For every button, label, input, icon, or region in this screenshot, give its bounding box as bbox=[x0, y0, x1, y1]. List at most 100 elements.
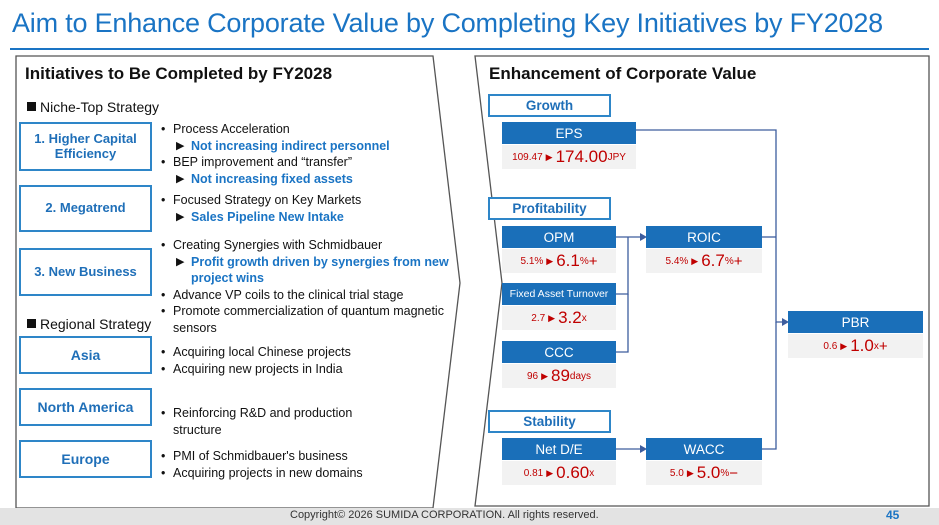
metric-unit: JPY bbox=[607, 151, 626, 163]
metric-from-value: 96 bbox=[526, 370, 539, 382]
sub-point: ▶ Sales Pipeline New Intake bbox=[159, 209, 361, 226]
metric-unit: % bbox=[724, 255, 734, 267]
metric-unit: x bbox=[589, 467, 595, 479]
metric-from-value: 5.4% bbox=[665, 255, 689, 267]
bullets-north-america: Reinforcing R&D and production structure bbox=[159, 405, 352, 438]
arrow-right-icon: ▶ bbox=[541, 370, 548, 381]
bullet-text: BEP improvement and “transfer” bbox=[173, 155, 353, 169]
metric-label: WACC bbox=[646, 438, 762, 460]
category-stability: Stability bbox=[488, 410, 611, 433]
bullet-text: Reinforcing R&D and production bbox=[173, 406, 353, 420]
arrow-right-icon: ▶ bbox=[546, 467, 554, 478]
metric-from-value: 0.81 bbox=[523, 467, 544, 479]
metric-value: 0.81 ▶ 0.60 x bbox=[502, 461, 616, 485]
arrow-right-icon: ▶ bbox=[840, 340, 848, 351]
metric-from-value: 5.1% bbox=[520, 255, 544, 267]
bullet-text: structure bbox=[173, 422, 222, 437]
bullet-item: Acquiring new projects in India bbox=[159, 361, 351, 378]
metric-from-value: 5.0 bbox=[669, 467, 684, 479]
metric-value: 0.6 ▶ 1.0 x + bbox=[788, 334, 923, 358]
initiative-box-capital-efficiency: 1. Higher Capital Efficiency bbox=[19, 122, 152, 171]
bullet-text: Process Acceleration bbox=[173, 122, 290, 136]
bullet-item: Reinforcing R&D and production bbox=[159, 405, 352, 422]
metric-label: EPS bbox=[502, 122, 636, 144]
sub-point-text: Sales Pipeline New Intake bbox=[191, 209, 344, 224]
connector-wacc-pbr bbox=[762, 322, 777, 450]
sub-point: ▶ Not increasing indirect personnel bbox=[159, 138, 390, 155]
arrowhead-wacc bbox=[640, 445, 647, 453]
triangle-right-icon: ▶ bbox=[176, 139, 185, 152]
metric-target-value: 1.0 bbox=[850, 336, 874, 355]
metric-unit: % bbox=[720, 467, 730, 479]
bullet-item: Creating Synergies with Schmidbauer bbox=[159, 237, 449, 254]
metric-label: ROIC bbox=[646, 226, 762, 248]
metric-value: 5.4% ▶ 6.7% + bbox=[646, 249, 762, 273]
bullet-continuation: structure bbox=[159, 422, 352, 439]
triangle-right-icon: ▶ bbox=[176, 172, 185, 185]
metric-target-value: 0.60 bbox=[556, 463, 590, 482]
category-profitability: Profitability bbox=[488, 197, 611, 220]
metric-from-value: 2.7 bbox=[531, 312, 546, 324]
niche-top-section: Niche-Top Strategy bbox=[27, 99, 159, 115]
metric-value: 5.1% ▶ 6.1% + bbox=[502, 249, 616, 273]
metric-from-value: 109.47 bbox=[512, 151, 543, 163]
bullet-text: Creating Synergies with Schmidbauer bbox=[173, 238, 383, 252]
bullets-asia: Acquiring local Chinese projects Acquirin… bbox=[159, 344, 351, 377]
square-bullet-icon bbox=[27, 319, 36, 328]
region-box-north-america: North America bbox=[19, 388, 152, 426]
sub-point: ▶ Profit growth driven by synergies from … bbox=[159, 254, 449, 271]
metric-unit: x bbox=[873, 340, 879, 352]
initiative-box-megatrend: 2. Megatrend bbox=[19, 185, 152, 232]
bullet-continuation: sensors bbox=[159, 320, 449, 337]
title-divider bbox=[10, 48, 929, 50]
metric-suffix: + bbox=[878, 337, 888, 355]
bullet-item: Acquiring projects in new domains bbox=[159, 465, 363, 482]
region-box-asia: Asia bbox=[19, 336, 152, 374]
bullet-text: Acquiring projects in new domains bbox=[173, 465, 363, 480]
bullet-item: PMI of Schmidbauer's business bbox=[159, 448, 363, 465]
metric-suffix: + bbox=[733, 252, 743, 270]
bullet-text: Acquiring new projects in India bbox=[173, 361, 343, 376]
arrow-right-icon: ▶ bbox=[548, 312, 556, 323]
bullet-item: Acquiring local Chinese projects bbox=[159, 344, 351, 361]
connector-ccc-roic bbox=[616, 294, 629, 353]
bullet-item: BEP improvement and “transfer” bbox=[159, 154, 390, 171]
connector-eps-pbr bbox=[636, 129, 784, 323]
bullets-megatrend: Focused Strategy on Key Markets ▶ Sales Pi… bbox=[159, 192, 361, 225]
sub-point: ▶ Not increasing fixed assets bbox=[159, 171, 390, 188]
left-heading: Initiatives to Be Completed by FY2028 bbox=[25, 64, 333, 83]
triangle-right-icon: ▶ bbox=[176, 210, 185, 223]
bullet-text: Acquiring local Chinese projects bbox=[173, 345, 351, 359]
arrow-right-icon: ▶ bbox=[686, 467, 694, 478]
metric-label: Fixed Asset Turnover bbox=[502, 283, 616, 305]
metric-value: 5.0 ▶ 5.0% − bbox=[646, 461, 762, 485]
metric-unit: days bbox=[569, 370, 592, 382]
bullets-new-business: Creating Synergies with Schmidbauer ▶ Prof… bbox=[159, 237, 449, 336]
bullets-capital-efficiency: Process Acceleration ▶ Not increasing indi… bbox=[159, 121, 390, 187]
metric-unit: % bbox=[579, 255, 589, 267]
metric-target-value: 5.0 bbox=[696, 463, 721, 482]
metric-suffix: − bbox=[729, 464, 739, 482]
metric-value: 96 ▶ 89 days bbox=[502, 364, 616, 388]
regional-section: Regional Strategy bbox=[27, 316, 151, 332]
sub-point-text: Profit growth driven by synergies from n… bbox=[191, 254, 449, 269]
metric-suffix: + bbox=[588, 252, 598, 270]
triangle-right-icon: ▶ bbox=[176, 255, 185, 268]
metric-target-value: 174.00 bbox=[555, 147, 608, 166]
metric-value: 2.7 ▶ 3.2 x bbox=[502, 306, 616, 330]
bullet-item: Focused Strategy on Key Markets bbox=[159, 192, 361, 209]
bullet-text: Advance VP coils to the clinical trial s… bbox=[173, 287, 404, 302]
arrow-right-icon: ▶ bbox=[546, 255, 554, 266]
bullet-item: Process Acceleration bbox=[159, 121, 390, 138]
metric-unit: x bbox=[581, 312, 587, 324]
bullet-item: Advance VP coils to the clinical trial s… bbox=[159, 287, 449, 304]
metric-label: Net D/E bbox=[502, 438, 616, 460]
region-box-europe: Europe bbox=[19, 440, 152, 478]
metric-label: OPM bbox=[502, 226, 616, 248]
bullet-text: sensors bbox=[173, 320, 217, 335]
sub-point-text: Not increasing fixed assets bbox=[191, 171, 353, 186]
sub-point-text: Not increasing indirect personnel bbox=[191, 138, 390, 153]
metric-target-value: 3.2 bbox=[558, 308, 582, 327]
arrow-right-icon: ▶ bbox=[545, 151, 553, 162]
metric-target-value: 6.1 bbox=[556, 251, 580, 270]
